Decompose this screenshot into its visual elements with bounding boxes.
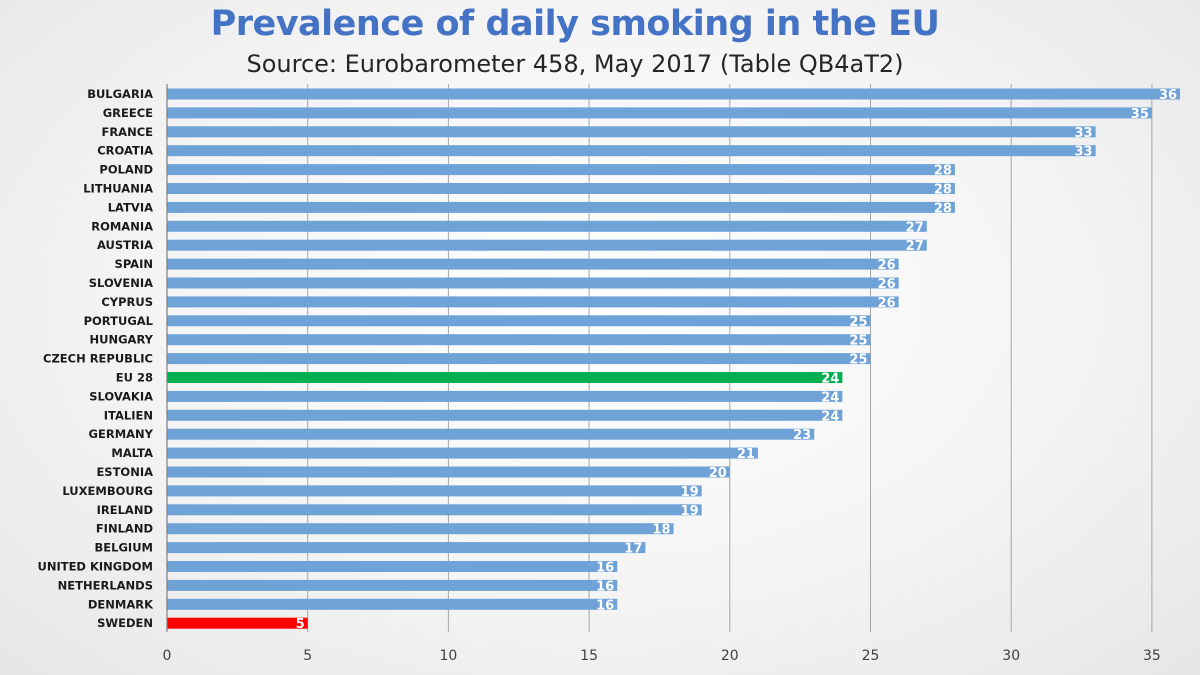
- category-label: ROMANIA: [91, 219, 153, 233]
- bar-france: [167, 126, 1096, 138]
- bar-netherlands: [167, 579, 618, 591]
- category-label: NETHERLANDS: [58, 578, 153, 592]
- category-label: GERMANY: [89, 427, 154, 441]
- category-label: BELGIUM: [95, 541, 153, 555]
- bar-italien: [167, 409, 843, 421]
- x-tick-label: 30: [1002, 648, 1020, 664]
- data-label: 19: [681, 485, 699, 500]
- data-label: 17: [624, 542, 642, 557]
- category-label: ITALIEN: [104, 408, 153, 422]
- data-label: 21: [737, 447, 755, 462]
- bar-lithuania: [167, 183, 955, 194]
- category-label: AUSTRIA: [97, 238, 153, 252]
- bar-malta: [167, 447, 758, 459]
- bar-estonia: [167, 466, 730, 478]
- category-label: LUXEMBOURG: [62, 484, 153, 498]
- data-label: 28: [934, 201, 952, 216]
- data-label: 26: [878, 277, 896, 292]
- data-label: 16: [596, 579, 614, 594]
- bar-croatia: [167, 145, 1096, 157]
- data-label: 16: [596, 598, 614, 613]
- bar-cyprus: [167, 296, 899, 308]
- data-label: 28: [934, 164, 952, 179]
- category-label: SWEDEN: [97, 616, 153, 630]
- x-tick-label: 20: [721, 648, 739, 664]
- category-label: LITHUANIA: [83, 182, 153, 196]
- data-label: 5: [296, 617, 305, 632]
- bar-portugal: [167, 315, 871, 327]
- x-tick-label: 35: [1143, 648, 1161, 664]
- data-label: 26: [878, 258, 896, 273]
- data-label: 16: [596, 561, 614, 576]
- bar-sweden: [167, 617, 308, 629]
- category-label: MALTA: [111, 446, 153, 460]
- category-label: POLAND: [99, 163, 153, 177]
- data-label: 23: [793, 428, 811, 443]
- bar-denmark: [167, 598, 618, 610]
- category-label: EU 28: [116, 371, 153, 385]
- bar-slovenia: [167, 277, 899, 289]
- data-label: 24: [821, 390, 839, 405]
- bar-slovakia: [167, 390, 843, 402]
- x-tick-label: 10: [439, 648, 457, 664]
- chart-subtitle: Source: Eurobarometer 458, May 2017 (Tab…: [246, 50, 904, 78]
- data-label: 24: [821, 372, 839, 387]
- category-label: SPAIN: [115, 257, 153, 271]
- category-label: CYPRUS: [101, 295, 153, 309]
- category-label: DENMARK: [88, 597, 154, 611]
- bar-eu-28: [167, 372, 843, 383]
- data-label: 18: [652, 523, 670, 538]
- bar-spain: [167, 258, 899, 270]
- bar-united-kingdom: [167, 561, 618, 572]
- data-label: 19: [681, 504, 699, 519]
- data-label: 33: [1075, 145, 1093, 160]
- data-label: 27: [906, 239, 924, 254]
- bar-poland: [167, 164, 955, 176]
- category-label: GREECE: [103, 106, 153, 120]
- data-label: 25: [849, 315, 867, 330]
- x-tick-label: 15: [580, 648, 598, 664]
- category-label: CROATIA: [97, 144, 153, 158]
- category-label: HUNGARY: [90, 333, 154, 347]
- chart-title: Prevalence of daily smoking in the EU: [210, 4, 940, 44]
- bar-ireland: [167, 504, 702, 516]
- bar-austria: [167, 239, 927, 251]
- category-label: IRELAND: [97, 503, 153, 517]
- bar-germany: [167, 428, 815, 440]
- data-label: 25: [849, 334, 867, 349]
- data-label: 33: [1075, 126, 1093, 141]
- x-tick-label: 0: [163, 648, 172, 664]
- data-label: 26: [878, 296, 896, 311]
- category-label: FRANCE: [101, 125, 153, 139]
- category-label: BULGARIA: [87, 87, 153, 101]
- bar-hungary: [167, 334, 871, 346]
- data-label: 25: [849, 353, 867, 368]
- data-label: 36: [1159, 88, 1177, 103]
- bar-bulgaria: [167, 88, 1181, 100]
- category-label: ESTONIA: [96, 465, 153, 479]
- bar-romania: [167, 220, 927, 232]
- bar-greece: [167, 107, 1152, 119]
- data-label: 24: [821, 409, 839, 424]
- bar-belgium: [167, 542, 646, 554]
- category-label: CZECH REPUBLIC: [43, 352, 153, 366]
- category-label: SLOVAKIA: [89, 389, 153, 403]
- bar-finland: [167, 523, 674, 535]
- bar-latvia: [167, 201, 955, 213]
- x-tick-label: 5: [303, 648, 312, 664]
- x-tick-label: 25: [862, 648, 880, 664]
- data-label: 35: [1131, 107, 1149, 122]
- data-label: 28: [934, 183, 952, 198]
- data-label: 20: [709, 466, 727, 481]
- category-label: UNITED KINGDOM: [37, 560, 153, 574]
- category-label: SLOVENIA: [89, 276, 153, 290]
- category-label: LATVIA: [108, 200, 153, 214]
- data-label: 27: [906, 220, 924, 235]
- category-label: PORTUGAL: [84, 314, 154, 328]
- bar-luxembourg: [167, 485, 702, 497]
- bar-czech-republic: [167, 353, 871, 365]
- category-label: FINLAND: [96, 522, 153, 536]
